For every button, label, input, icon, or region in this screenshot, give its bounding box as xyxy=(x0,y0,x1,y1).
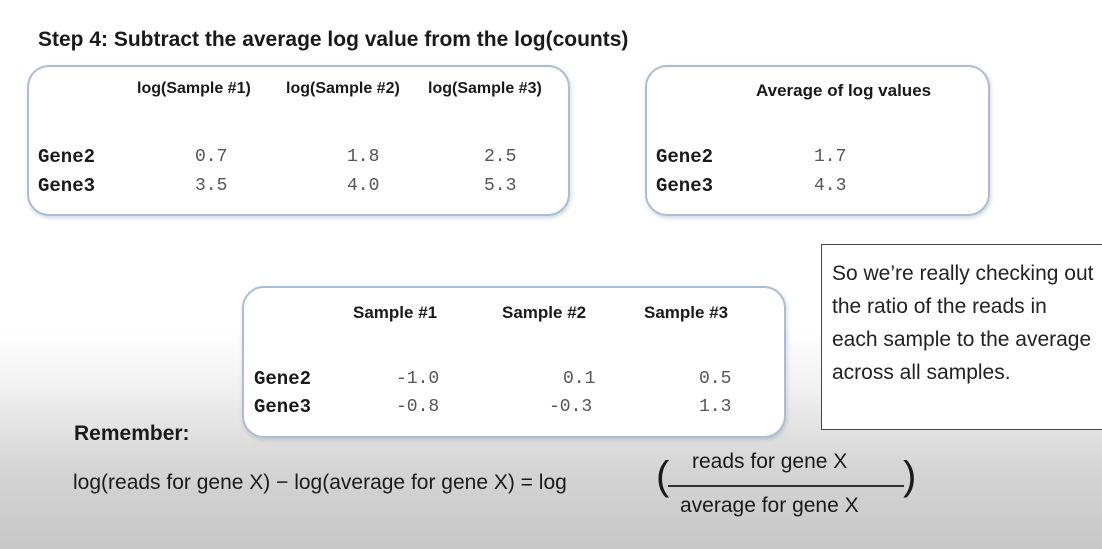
log-table-gene2-sample3: 2.5 xyxy=(484,147,517,167)
log-table-gene3-sample3: 5.3 xyxy=(484,176,517,196)
result-table-row-gene3-label: Gene3 xyxy=(254,396,312,418)
log-table-gene2-sample2: 1.8 xyxy=(347,147,380,167)
result-table-gene3-sample3: 1.3 xyxy=(699,397,732,417)
average-table-row-gene3-label: Gene3 xyxy=(656,175,714,197)
average-table-row-gene2-label: Gene2 xyxy=(656,146,714,168)
result-table-gene2-sample3: 0.5 xyxy=(699,369,732,389)
result-table-row-gene2-label: Gene2 xyxy=(254,368,312,390)
explanation-note: So we’re really checking out the ratio o… xyxy=(821,244,1102,430)
fraction-bar xyxy=(668,485,904,487)
formula-left-side: log(reads for gene X) − log(average for … xyxy=(73,471,567,494)
result-table-gene3-sample2: -0.3 xyxy=(549,397,593,417)
result-table-gene2-sample1: -1.0 xyxy=(396,369,440,389)
log-table-row-gene3-label: Gene3 xyxy=(38,175,96,197)
average-log-table xyxy=(645,65,990,216)
remember-label: Remember: xyxy=(74,422,190,445)
formula-numerator: reads for gene X xyxy=(692,450,848,473)
formula-close-paren: ) xyxy=(903,454,917,498)
average-table-gene3-value: 4.3 xyxy=(814,176,847,196)
average-table-gene2-value: 1.7 xyxy=(814,147,847,167)
log-table-header-sample2: log(Sample #2) xyxy=(286,80,400,97)
page-title: Step 4: Subtract the average log value f… xyxy=(38,28,629,51)
formula-open-paren: ( xyxy=(656,454,670,498)
result-table-gene2-sample2: 0.1 xyxy=(563,369,596,389)
result-table-header-sample1: Sample #1 xyxy=(353,303,438,322)
average-table-header: Average of log values xyxy=(756,81,932,100)
result-table-header-sample3: Sample #3 xyxy=(644,303,729,322)
result-table-gene3-sample1: -0.8 xyxy=(396,397,440,417)
log-table-gene3-sample1: 3.5 xyxy=(195,176,228,196)
result-table xyxy=(242,286,786,438)
log-table-header-sample3: log(Sample #3) xyxy=(428,80,542,97)
log-table-gene3-sample2: 4.0 xyxy=(347,176,380,196)
formula-denominator: average for gene X xyxy=(680,494,859,517)
log-table-row-gene2-label: Gene2 xyxy=(38,146,96,168)
log-table-header-sample1: log(Sample #1) xyxy=(137,80,251,97)
log-values-table xyxy=(27,65,570,216)
log-table-gene2-sample1: 0.7 xyxy=(195,147,228,167)
result-table-header-sample2: Sample #2 xyxy=(502,303,587,322)
